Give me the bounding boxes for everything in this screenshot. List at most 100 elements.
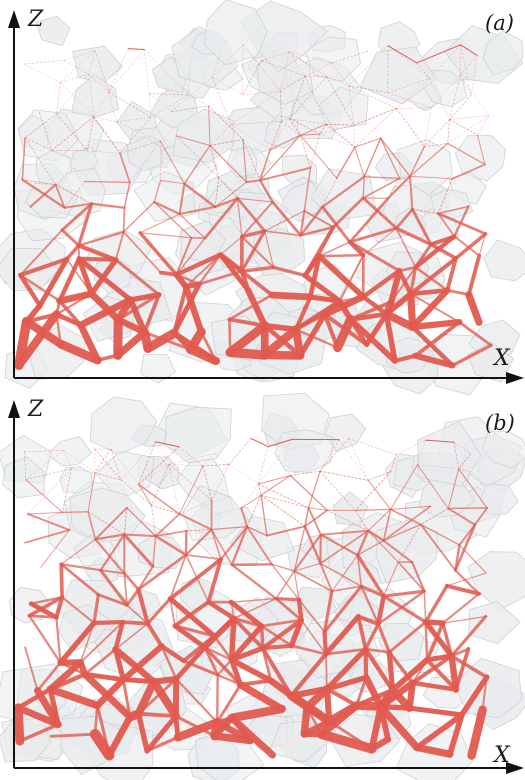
force-chain-segment xyxy=(324,674,369,692)
force-chain-segment xyxy=(169,597,176,627)
force-chain-segment xyxy=(470,55,478,96)
force-chain-segment xyxy=(232,616,264,628)
force-chain-segment xyxy=(449,94,472,120)
force-chain-segment xyxy=(409,318,463,331)
force-chain-segment xyxy=(24,137,53,151)
force-chain-segment xyxy=(477,115,490,136)
force-chain-segment xyxy=(47,686,61,728)
force-chain-segment xyxy=(383,291,414,317)
force-chain-segment xyxy=(356,539,385,556)
force-chain-segment xyxy=(212,76,232,125)
force-chain-segment xyxy=(149,677,180,721)
force-chain-segment xyxy=(228,293,274,321)
force-chain-segment xyxy=(412,352,456,369)
force-chain-segment xyxy=(60,563,102,572)
force-chain-segment xyxy=(27,468,72,515)
grain-particle xyxy=(483,239,525,282)
panel-a-x-axis-label: X xyxy=(492,346,511,371)
panel-a-force-chains xyxy=(14,44,493,371)
force-chain-segment xyxy=(37,256,70,309)
force-chain-segment xyxy=(214,177,220,208)
force-chain-segment xyxy=(408,256,458,296)
force-chain-segment xyxy=(79,621,124,664)
force-chain-segment xyxy=(171,105,209,112)
force-chain-segment xyxy=(246,525,268,537)
force-chain-segment xyxy=(172,623,208,650)
force-chain-segment xyxy=(122,201,155,233)
force-chain-segment xyxy=(407,290,417,331)
force-chain-segment xyxy=(203,645,243,687)
force-chain-segment xyxy=(453,205,470,238)
force-chain-segment xyxy=(355,553,386,598)
force-chain-segment xyxy=(409,175,453,180)
force-chain-segment xyxy=(258,446,269,485)
force-chain-segment xyxy=(94,676,127,709)
force-chain-segment xyxy=(210,525,248,531)
force-chain-segment xyxy=(159,140,185,185)
force-chain-segment xyxy=(281,121,301,136)
force-chain-segment xyxy=(387,620,428,654)
force-chain-segment xyxy=(240,265,276,273)
force-chain-segment xyxy=(389,508,422,526)
force-chain-segment xyxy=(71,468,96,474)
force-chain-segment xyxy=(478,233,487,257)
force-chain-segment xyxy=(123,533,157,538)
grain-particle xyxy=(140,354,177,384)
force-chain-segment xyxy=(366,529,385,542)
force-chain-segment xyxy=(377,702,421,752)
force-chain-segment xyxy=(305,75,327,77)
force-chain-segment xyxy=(144,49,189,96)
force-chain-segment xyxy=(184,253,222,288)
force-chain-segment xyxy=(321,293,367,318)
force-chain-segment xyxy=(416,62,430,79)
force-chain-segment xyxy=(288,617,305,649)
force-chain-segment xyxy=(94,448,122,481)
force-chain-segment xyxy=(55,292,93,316)
force-chain-segment xyxy=(120,479,152,506)
grain-particle xyxy=(71,73,120,118)
force-chain-segment xyxy=(293,562,321,572)
force-chain-segment xyxy=(116,116,152,123)
force-chain-segment xyxy=(322,177,338,208)
force-chain-segment xyxy=(18,722,60,743)
force-chain-segment xyxy=(51,150,88,152)
force-chain-segment xyxy=(210,528,222,560)
force-chain-segment xyxy=(13,703,25,746)
force-chain-segment xyxy=(304,509,329,528)
force-chain-segment xyxy=(105,713,134,759)
force-chain-segment xyxy=(139,232,192,239)
force-chain-segment xyxy=(178,182,186,216)
force-chain-segment xyxy=(267,438,293,448)
force-chain-segment xyxy=(310,133,321,169)
panel-b-x-axis-label: X xyxy=(492,743,511,768)
force-chain-segment xyxy=(21,179,57,186)
force-chain-segment xyxy=(354,471,392,511)
grain-particle xyxy=(46,436,93,467)
force-chain-segment xyxy=(260,494,309,509)
force-chain-segment xyxy=(293,533,322,573)
force-chain-segment xyxy=(321,175,366,208)
force-chain-segment xyxy=(116,293,161,322)
force-chain-segment xyxy=(29,183,57,208)
force-chain-segment xyxy=(368,703,385,753)
force-chain-segment xyxy=(185,554,222,561)
force-chain-segment xyxy=(382,523,422,542)
force-chain-segment xyxy=(148,93,152,118)
force-chain-segment xyxy=(395,439,426,455)
force-chain-segment xyxy=(408,287,450,297)
force-chain-segment xyxy=(413,320,462,358)
force-chain-segment xyxy=(168,463,180,515)
force-chain-segment xyxy=(230,563,278,600)
force-chain-segment xyxy=(445,256,458,293)
force-chain-segment xyxy=(83,647,117,676)
force-chain-segment xyxy=(367,471,392,481)
force-chain-segment xyxy=(178,205,217,216)
force-chain-segment xyxy=(347,316,398,364)
force-chain-segment xyxy=(123,507,128,535)
force-chain-segment xyxy=(454,523,477,572)
panel-a-axes: Z X (a) xyxy=(8,7,524,384)
force-chain-segment xyxy=(362,227,397,256)
force-chain-segment xyxy=(137,483,181,515)
force-chain-segment xyxy=(382,594,428,624)
force-chain-segment xyxy=(442,615,487,624)
